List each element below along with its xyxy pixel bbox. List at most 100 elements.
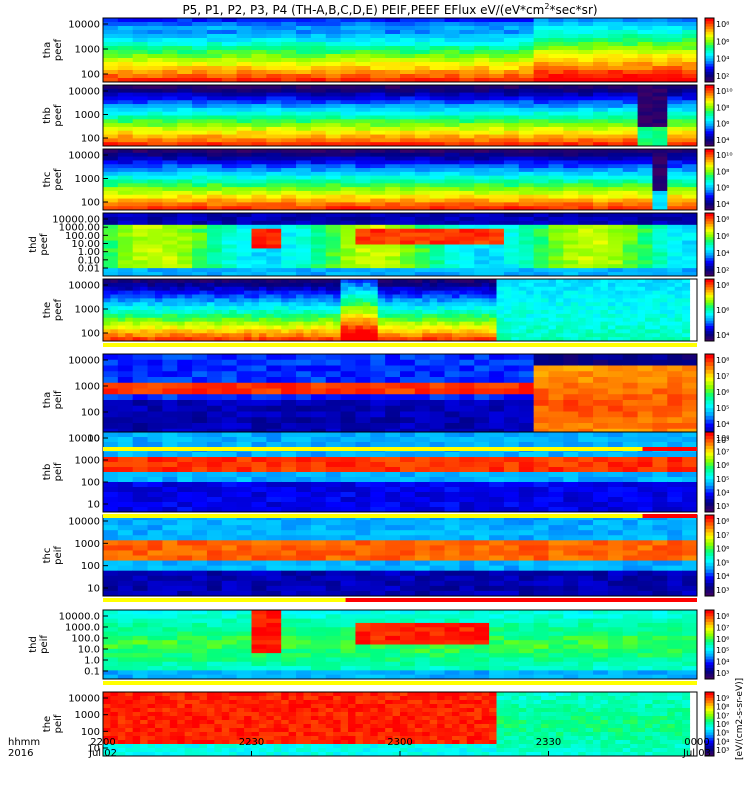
- heatmap-cell: [548, 156, 564, 161]
- heatmap-cell: [199, 309, 208, 314]
- heatmap-cell: [414, 95, 431, 101]
- heatmap-cell: [192, 359, 208, 366]
- heatmap-cell: [667, 309, 676, 314]
- heatmap-cell: [385, 212, 401, 217]
- heatmap-cell: [206, 336, 215, 342]
- heatmap-cell: [459, 251, 475, 257]
- heatmap-cell: [355, 205, 371, 210]
- colorbar-swatch: [705, 268, 714, 272]
- colorbar-swatch: [705, 194, 714, 198]
- heatmap-cell: [385, 405, 401, 412]
- heatmap-cell: [474, 137, 490, 143]
- heatmap-cell: [296, 376, 312, 383]
- heatmap-cell: [600, 321, 609, 326]
- colorbar-swatch: [705, 39, 714, 43]
- heatmap-cell: [340, 137, 356, 143]
- heatmap-cell: [221, 21, 238, 26]
- heatmap-cell: [192, 69, 208, 74]
- heatmap-cell: [429, 118, 446, 124]
- colorbar-frame: [704, 148, 715, 211]
- heatmap-cell: [459, 428, 475, 435]
- heatmap-cell: [489, 111, 505, 116]
- heatmap-cell: [117, 431, 134, 437]
- heatmap-cell: [429, 92, 446, 97]
- heatmap-cell: [251, 69, 267, 74]
- heatmap-cell: [362, 309, 371, 314]
- heatmap-cell: [630, 305, 639, 311]
- heatmap-cell: [607, 152, 624, 157]
- heatmap-cell: [221, 451, 238, 457]
- heatmap-cell: [251, 163, 267, 169]
- heatmap-cell: [481, 294, 490, 299]
- heatmap-cell: [459, 278, 468, 283]
- heatmap-cell: [578, 49, 594, 54]
- heatmap-cell: [310, 365, 327, 372]
- heatmap-cell: [132, 431, 149, 437]
- heatmap-cell: [400, 115, 416, 120]
- heatmap-cell: [266, 278, 275, 283]
- heatmap-cell: [281, 247, 297, 253]
- heatmap-cell: [548, 126, 564, 131]
- heatmap-cell: [296, 49, 312, 54]
- heatmap-cell: [496, 332, 505, 338]
- heatmap-cell: [117, 290, 126, 295]
- colorbar-swatch: [705, 244, 714, 248]
- heatmap-cell: [645, 336, 653, 342]
- heatmap-cell: [266, 451, 282, 457]
- heatmap-cell: [518, 416, 535, 423]
- heatmap-cell: [355, 501, 371, 507]
- heatmap-cell: [637, 411, 653, 418]
- heatmap-cell: [162, 201, 178, 207]
- heatmap-cell: [370, 179, 386, 184]
- heatmap-cell: [548, 99, 564, 105]
- heatmap-cell: [192, 190, 208, 195]
- heatmap-cell: [518, 321, 527, 326]
- heatmap-cell: [355, 156, 371, 161]
- heatmap-cell: [310, 297, 319, 303]
- heatmap-cell: [533, 376, 549, 383]
- heatmap-cell: [117, 393, 134, 400]
- heatmap-cell: [637, 167, 653, 172]
- heatmap-cell: [548, 194, 564, 199]
- heatmap-cell: [162, 359, 178, 366]
- heatmap-cell: [459, 17, 475, 22]
- heatmap-cell: [444, 313, 453, 318]
- heatmap-cell: [362, 294, 371, 299]
- heatmap-cell: [503, 328, 512, 334]
- heatmap-cell: [659, 336, 668, 342]
- heatmap-cell: [533, 171, 549, 176]
- heatmap-cell: [385, 255, 401, 261]
- heatmap-cell: [429, 263, 446, 269]
- heatmap-cell: [206, 506, 223, 512]
- heatmap-cell: [266, 126, 282, 131]
- heatmap-cell: [117, 481, 134, 487]
- heatmap-cell: [192, 267, 208, 273]
- heatmap-cell: [392, 336, 401, 342]
- heatmap-cell: [481, 321, 490, 326]
- heatmap-cell: [206, 240, 223, 245]
- heatmap-cell: [147, 370, 163, 377]
- heatmap-cell: [541, 336, 549, 342]
- heatmap-cell: [281, 317, 290, 322]
- heatmap-cell: [325, 103, 342, 108]
- heatmap-cell: [659, 301, 668, 307]
- heatmap-cell: [414, 107, 431, 112]
- heatmap-cell: [503, 205, 520, 210]
- heatmap-cell: [563, 179, 579, 184]
- heatmap-cell: [400, 294, 408, 299]
- heatmap-cell: [518, 259, 535, 265]
- heatmap-cell: [667, 232, 683, 237]
- heatmap-cell: [489, 428, 505, 435]
- heatmap-cell: [607, 37, 624, 42]
- heatmap-cell: [310, 501, 327, 507]
- heatmap-cell: [645, 286, 653, 291]
- heatmap-cell: [296, 328, 304, 334]
- heatmap-cell: [400, 41, 416, 46]
- heatmap-cell: [177, 141, 193, 146]
- heatmap-cell: [281, 175, 297, 180]
- heatmap-cell: [637, 376, 653, 383]
- heatmap-cell: [637, 251, 653, 257]
- heatmap-cell: [281, 271, 297, 276]
- heatmap-cell: [637, 286, 646, 291]
- heatmap-cell: [103, 321, 111, 326]
